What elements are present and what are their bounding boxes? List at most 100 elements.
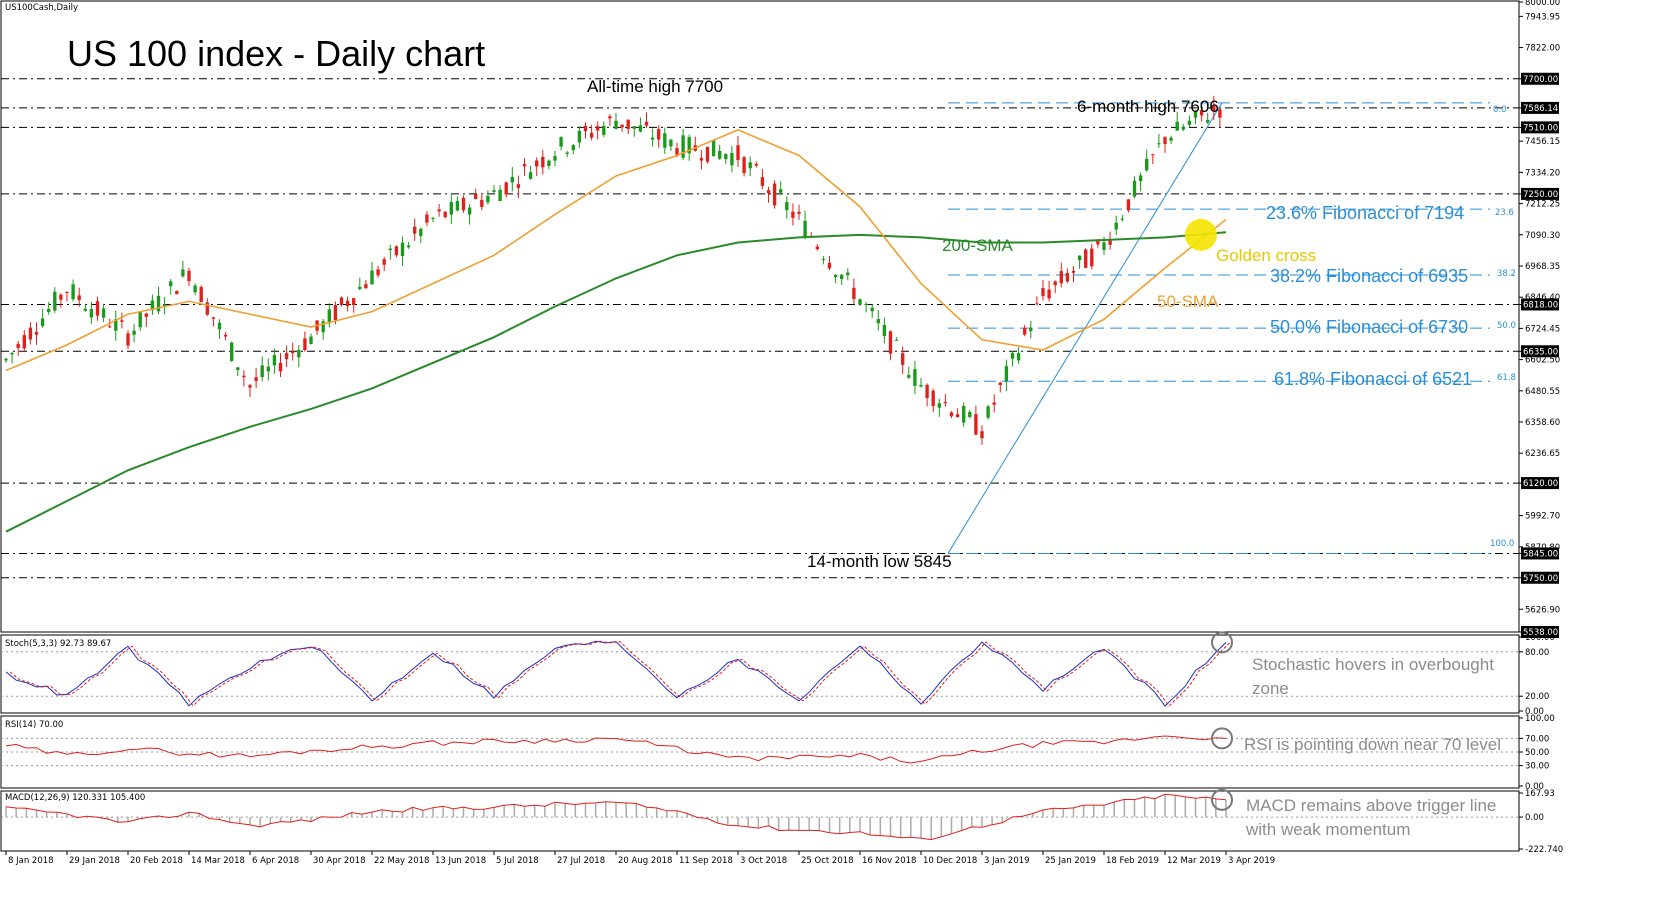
y-tick-highlight — [1521, 571, 1559, 584]
x-tick-label: 5 Jul 2018 — [496, 856, 539, 866]
candle-body — [583, 126, 588, 132]
candle-body — [974, 414, 978, 435]
candle-body — [437, 209, 441, 212]
x-tick-label: 3 Jan 2019 — [984, 856, 1030, 866]
candle-body — [1010, 352, 1015, 359]
y-tick-label: 6480.55 — [1525, 387, 1560, 397]
candle-body — [1138, 175, 1143, 182]
y-tick-label: 6236.65 — [1525, 449, 1560, 459]
candle-body — [833, 274, 838, 277]
panel-y-tick-label: 80.00 — [1525, 648, 1549, 658]
candle-body — [449, 202, 453, 215]
y-tick-label: 6602.50 — [1525, 356, 1560, 366]
candle-body — [89, 309, 94, 318]
y-tick-label: 5845.00 — [1523, 549, 1558, 559]
candle-body — [1151, 154, 1155, 156]
chart-title: US 100 index - Daily chart — [67, 33, 485, 74]
candle-body — [1090, 248, 1094, 267]
candle-body — [919, 385, 923, 387]
candle-body — [492, 190, 496, 192]
candle-body — [1096, 239, 1100, 245]
sma200-line — [5, 231, 1227, 533]
x-axis: 8 Jan 2018 29 Jan 2018 20 Feb 2018 14 Mar 2… — [5, 851, 1275, 866]
candle-body — [1157, 143, 1161, 145]
candle-body — [955, 414, 960, 418]
candle-body — [785, 202, 789, 211]
candle-body — [589, 132, 594, 138]
candle-body — [852, 287, 856, 300]
y-tick-label: 6818.00 — [1523, 300, 1558, 310]
candle-body — [510, 176, 514, 183]
y-tick-highlight — [1521, 72, 1559, 85]
candle-body — [1193, 110, 1198, 118]
candle-body — [1206, 119, 1210, 123]
candle-body — [748, 162, 752, 169]
panel-y-tick-label: 70.00 — [1525, 734, 1549, 744]
fib-level-618: 61.8 — [1497, 373, 1516, 383]
candle-body — [620, 124, 624, 128]
candle-body — [608, 116, 612, 119]
candle-body — [223, 334, 228, 337]
candle-body — [138, 311, 142, 328]
candle-body — [327, 309, 331, 324]
candle-body — [1047, 289, 1051, 299]
candle-body — [1077, 255, 1082, 261]
candle-body — [1023, 327, 1027, 335]
candle-body — [876, 319, 880, 324]
y-tick-highlight — [1521, 298, 1559, 311]
candle-body — [528, 172, 533, 179]
y-tick-label: 7456.15 — [1525, 137, 1560, 147]
candle-body — [370, 270, 374, 285]
candle-body — [486, 195, 490, 203]
y-tick-label: 6724.45 — [1525, 324, 1560, 334]
candle-body — [858, 299, 862, 305]
candle-body — [730, 153, 734, 166]
x-tick-label: 18 Feb 2019 — [1106, 856, 1159, 866]
candle-body — [742, 157, 746, 174]
ath-annotation: All-time high 7700 — [587, 77, 723, 96]
candle-body — [193, 285, 197, 293]
panel-y-tick-label: 0.00 — [1525, 813, 1544, 823]
candle-body — [864, 303, 868, 305]
candle-body — [1187, 120, 1192, 125]
x-tick-label: 3 Apr 2019 — [1228, 856, 1275, 866]
candle-body — [760, 177, 765, 186]
candle-body — [126, 333, 130, 346]
candle-body — [474, 194, 478, 199]
candle-body — [431, 217, 435, 219]
macd-title: MACD(12,26,9) 120.331 105.400 — [5, 793, 145, 803]
candle-body — [236, 367, 240, 371]
fib-level-236: 23.6 — [1495, 208, 1514, 218]
candle-body — [1126, 199, 1131, 211]
candle-body — [894, 339, 899, 341]
candle-body — [980, 431, 984, 439]
stochastic-panel — [1, 631, 1519, 707]
stoch-title: Stoch(5,3,3) 92.73 89.67 — [5, 639, 111, 649]
y-tick-label: 7822.00 — [1525, 44, 1560, 54]
y-tick-label: 6120.00 — [1523, 479, 1558, 489]
fib-label-500: 50.0% Fibonacci of 6730 — [1270, 317, 1468, 337]
y-tick-label: 6635.00 — [1523, 347, 1558, 357]
candle-body — [1029, 327, 1033, 332]
candle-body — [394, 246, 399, 256]
candle-body — [175, 291, 179, 295]
candle-body — [388, 248, 392, 251]
candle-body — [937, 403, 941, 408]
candle-body — [132, 330, 136, 335]
candle-body — [266, 366, 270, 372]
candle-body — [797, 211, 801, 214]
candle-body — [108, 326, 112, 328]
candle-body — [535, 160, 539, 167]
candle-body — [724, 154, 728, 160]
candle-body — [1108, 239, 1112, 245]
highlight-circle — [1211, 631, 1233, 654]
x-tick-label: 16 Nov 2018 — [862, 856, 916, 866]
candle-body — [602, 125, 606, 135]
candle-body — [1065, 272, 1070, 282]
candle-body — [242, 375, 246, 378]
indicator-main-line — [5, 793, 1227, 841]
candle-body — [34, 331, 39, 335]
candle-body — [144, 313, 148, 317]
candle-body — [522, 164, 527, 167]
candle-body — [986, 406, 990, 418]
